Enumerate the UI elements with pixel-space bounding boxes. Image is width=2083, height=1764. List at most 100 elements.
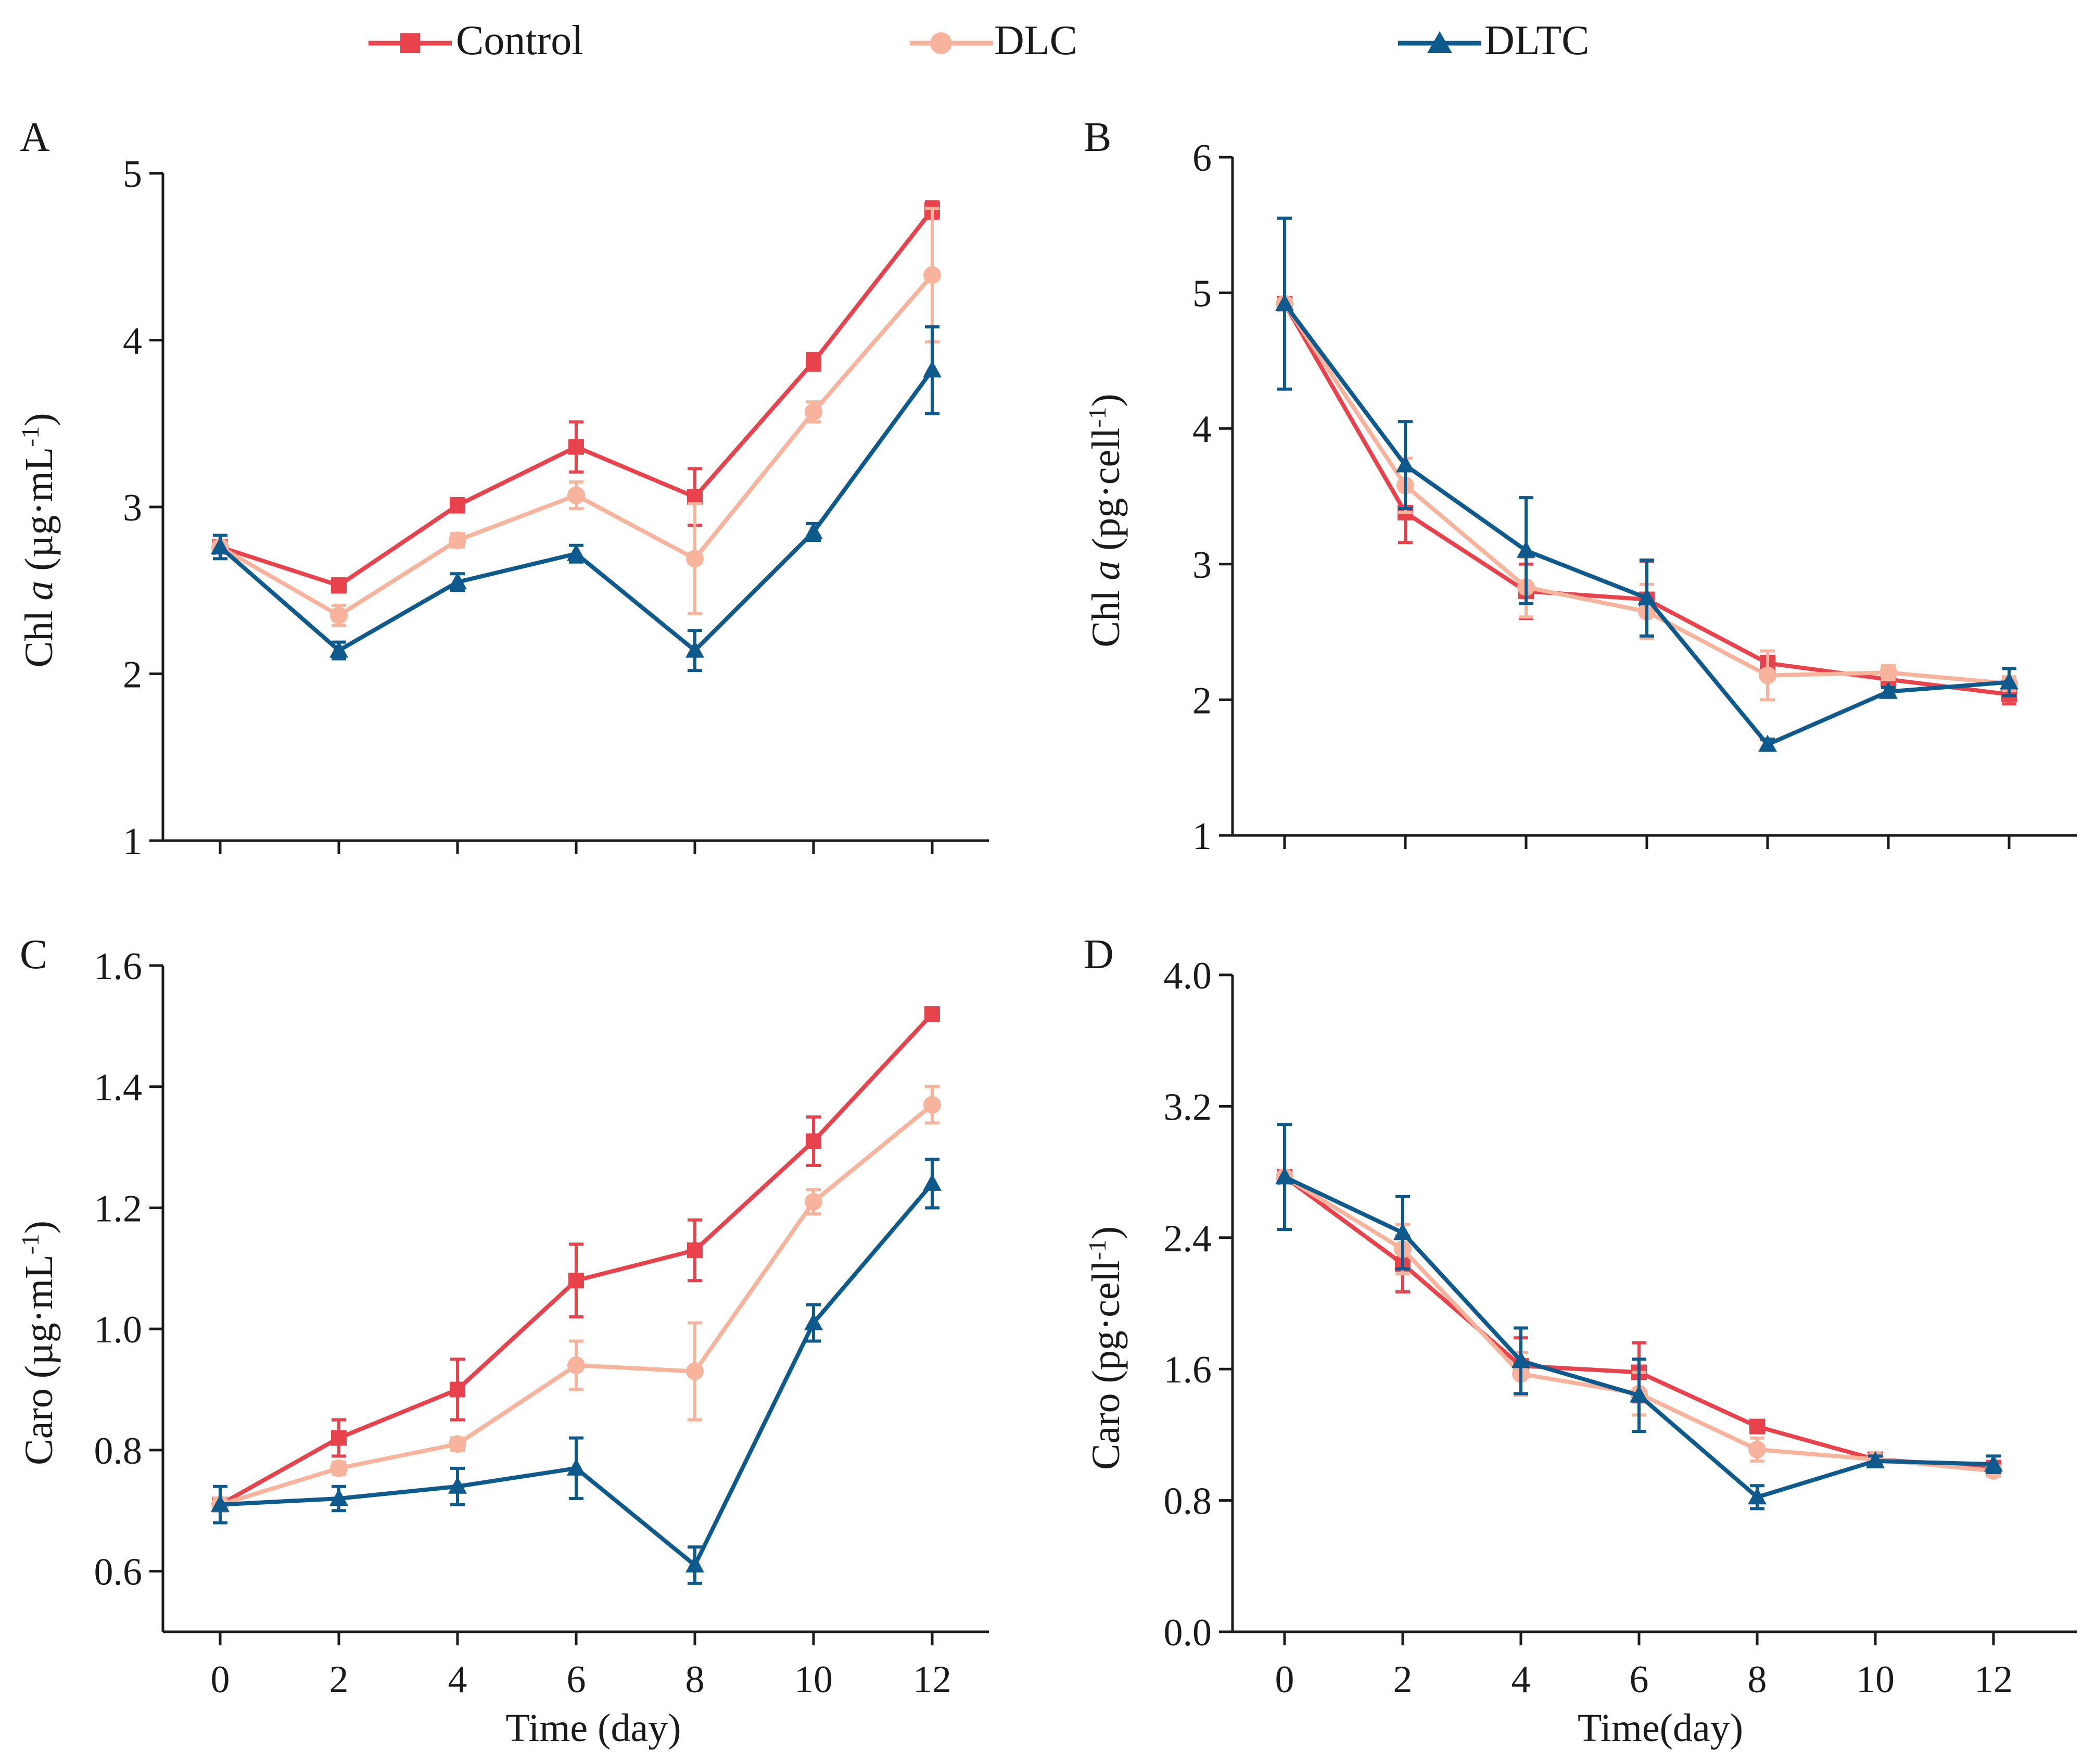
series-dltc-c xyxy=(211,1158,942,1585)
y-axis-label-a-sup: -1 xyxy=(17,426,44,447)
data-point-dlc xyxy=(449,1435,466,1453)
series-dlc-c xyxy=(211,1085,941,1514)
panel-b: B Chl a (pg·cell-1) 1 2 3 4 5 6 xyxy=(1084,115,2077,858)
y-tick-label-c: 1.2 xyxy=(94,1187,143,1230)
legend-entry-dltc: DLTC xyxy=(1398,18,1590,64)
x-tick-label-c: 0 xyxy=(211,1658,230,1701)
data-point-dltc xyxy=(923,360,942,378)
y-axis-label-c: Caro (µg·mL-1) xyxy=(17,1221,61,1465)
x-axis-label-c: Time (day) xyxy=(505,1706,681,1750)
data-point-dltc xyxy=(211,537,230,554)
x-tick-label-d: 10 xyxy=(1856,1658,1895,1701)
y-tick-label-d: 3.2 xyxy=(1164,1086,1212,1128)
data-point-dlc xyxy=(1748,1440,1766,1458)
data-point-control xyxy=(687,1242,703,1258)
panel-letter-c: C xyxy=(20,932,47,978)
data-point-control xyxy=(806,354,821,370)
y-tick-label-c: 1.6 xyxy=(94,945,143,988)
x-tick-label-d: 12 xyxy=(1974,1658,2013,1701)
data-point-dltc xyxy=(1275,294,1294,311)
y-axis-label-b: Chl a (pg·cell-1) xyxy=(1084,394,1128,647)
data-point-dlc xyxy=(330,606,348,625)
x-tick-label-d: 4 xyxy=(1512,1658,1531,1701)
panel-c: C Caro (µg·mL-1) Time (day) 0.6 0.8 1.0 1.2… xyxy=(17,932,989,1750)
y-tick-label-a: 4 xyxy=(123,320,142,363)
y-axis-label-c-main: Caro (µg·mL xyxy=(17,1254,61,1465)
legend-entry-control: Control xyxy=(369,18,583,64)
y-tick-label-d: 0.8 xyxy=(1164,1480,1212,1523)
data-point-dltc xyxy=(329,1489,348,1506)
data-point-dlc xyxy=(1879,664,1897,682)
series-dltc-b xyxy=(1275,217,2018,752)
legend-label-dlc: DLC xyxy=(994,18,1077,64)
y-tick-label-a: 1 xyxy=(123,820,142,863)
series-line-dltc xyxy=(1282,302,2010,747)
y-axis-label-a-italic: a xyxy=(17,581,61,601)
y-axis-label-d-close: ) xyxy=(1084,1226,1128,1239)
y-axis-label-a-main: Chl xyxy=(17,601,61,668)
y-axis-label-a-unit: (µg·mL xyxy=(17,447,61,581)
x-tick-label-c: 12 xyxy=(913,1658,951,1701)
data-point-dltc xyxy=(1984,1454,2003,1472)
data-point-dltc xyxy=(2000,672,2018,690)
y-tick-label-b: 2 xyxy=(1192,679,1212,722)
panel-letter-a: A xyxy=(20,115,50,160)
y-tick-label-b: 1 xyxy=(1192,815,1212,858)
data-point-dlc xyxy=(449,531,466,550)
y-axis-label-c-sup: -1 xyxy=(17,1234,44,1254)
series-dlc-b xyxy=(1276,295,2018,702)
x-tick-label-c: 2 xyxy=(329,1658,349,1701)
data-point-dltc xyxy=(1758,734,1777,752)
data-point-control xyxy=(450,1381,465,1398)
data-point-dltc xyxy=(1517,540,1535,558)
data-point-control xyxy=(1749,1418,1765,1435)
data-point-dltc xyxy=(1748,1487,1767,1505)
series-line-dltc xyxy=(1284,1175,1994,1500)
y-tick-label-b: 3 xyxy=(1192,544,1212,587)
legend-entry-dlc: DLC xyxy=(910,18,1077,64)
data-point-dlc xyxy=(1759,666,1776,684)
data-point-dlc xyxy=(686,550,704,568)
panel-letter-d: D xyxy=(1084,932,1114,978)
data-point-dltc xyxy=(567,543,586,561)
legend: Control DLC DLTC xyxy=(369,18,1590,64)
y-axis-label-b-main: Chl xyxy=(1084,580,1128,648)
y-tick-label-c: 0.6 xyxy=(94,1551,143,1594)
data-point-dltc xyxy=(1396,455,1415,473)
data-point-control xyxy=(450,497,465,513)
data-point-dlc xyxy=(567,486,585,504)
data-point-control xyxy=(568,1273,584,1289)
data-point-dltc xyxy=(1866,1451,1885,1468)
legend-label-dltc: DLTC xyxy=(1484,18,1590,64)
data-point-control xyxy=(568,439,584,455)
y-axis-label-b-italic: a xyxy=(1084,561,1128,580)
data-point-dltc xyxy=(448,572,467,590)
series-dlc-a xyxy=(211,207,941,627)
series-dltc-a xyxy=(211,325,942,672)
y-axis-label-c-close: ) xyxy=(17,1221,61,1234)
y-tick-label-a: 5 xyxy=(123,153,142,196)
panel-letter-b: B xyxy=(1084,115,1111,160)
panel-a: A Chl a (µg·mL-1) 1 2 3 4 5 xyxy=(17,115,989,863)
x-axis-label-d: Time(day) xyxy=(1578,1706,1743,1750)
legend-label-control: Control xyxy=(456,18,583,64)
data-point-dltc xyxy=(329,640,348,658)
y-tick-label-b: 6 xyxy=(1192,137,1212,180)
x-tick-label-d: 2 xyxy=(1393,1658,1413,1701)
data-point-control xyxy=(806,1133,821,1149)
data-point-dltc xyxy=(211,1494,230,1512)
data-point-dlc xyxy=(923,266,941,284)
panel-d: D Caro (pg·cell-1) Time(day) 0.0 0.8 1.6 2.… xyxy=(1084,932,2077,1750)
series-control-b xyxy=(1277,296,2017,706)
x-tick-label-d: 8 xyxy=(1748,1658,1767,1701)
y-tick-label-d: 1.6 xyxy=(1164,1349,1212,1391)
data-point-dlc xyxy=(686,1362,704,1380)
data-point-dltc xyxy=(685,640,704,658)
data-point-dlc xyxy=(805,1192,822,1211)
data-point-control xyxy=(924,1006,940,1022)
y-axis-label-d-sup: -1 xyxy=(1084,1239,1111,1260)
series-dltc-d xyxy=(1275,1123,2003,1511)
y-tick-label-c: 1.4 xyxy=(94,1067,143,1109)
y-axis-label-b-close: ) xyxy=(1084,394,1128,407)
